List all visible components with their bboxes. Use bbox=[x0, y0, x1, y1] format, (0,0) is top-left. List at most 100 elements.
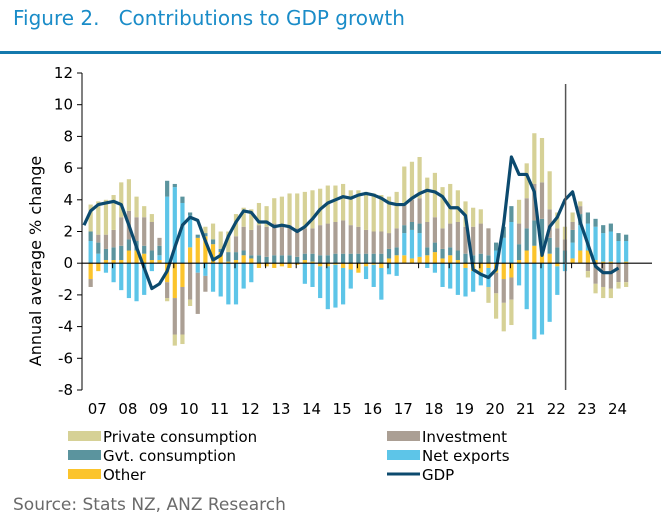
bar-other bbox=[111, 260, 116, 264]
bar-private-consumption bbox=[96, 201, 101, 235]
bar-private-consumption bbox=[264, 206, 269, 227]
bar-other bbox=[417, 256, 422, 264]
bar-net-exports bbox=[448, 263, 453, 289]
bar-net-exports bbox=[249, 263, 254, 283]
bar-investment bbox=[585, 263, 590, 272]
x-tick-label: 20 bbox=[486, 400, 505, 418]
bar-investment bbox=[547, 209, 552, 238]
bar-gvt-consumption bbox=[593, 218, 598, 227]
y-axis-label: Annual average % change bbox=[26, 156, 45, 366]
bar-private-consumption bbox=[547, 171, 552, 210]
x-tick-label: 16 bbox=[363, 400, 382, 418]
bar-private-consumption bbox=[333, 185, 338, 222]
bar-gvt-consumption bbox=[264, 256, 269, 264]
bar-net-exports bbox=[318, 266, 323, 299]
bar-investment bbox=[165, 282, 170, 299]
bar-private-consumption bbox=[348, 190, 353, 226]
bar-other bbox=[272, 263, 277, 268]
legend-label-gvt-consumption: Gvt. consumption bbox=[103, 447, 236, 465]
bar-gvt-consumption bbox=[570, 229, 575, 243]
bar-gvt-consumption bbox=[532, 220, 537, 246]
bar-gvt-consumption bbox=[119, 245, 124, 261]
figure-title: Figure 2. Contributions to GDP growth bbox=[13, 6, 405, 30]
bar-gvt-consumption bbox=[103, 248, 109, 261]
bar-gvt-consumption bbox=[585, 212, 590, 224]
bar-investment bbox=[88, 279, 93, 287]
x-tick-label: 18 bbox=[424, 400, 443, 418]
bar-net-exports bbox=[555, 266, 560, 295]
y-tick-label: 0 bbox=[63, 254, 73, 272]
bar-other bbox=[440, 258, 445, 264]
bar-private-consumption bbox=[371, 193, 376, 232]
bar-gvt-consumption bbox=[363, 253, 369, 264]
bar-investment bbox=[287, 225, 292, 256]
bar-net-exports bbox=[386, 263, 392, 275]
x-tick-label: 21 bbox=[516, 400, 535, 418]
bar-other bbox=[448, 255, 453, 264]
bar-net-exports bbox=[532, 263, 537, 340]
bar-net-exports bbox=[524, 263, 529, 310]
bar-gvt-consumption bbox=[241, 250, 246, 256]
bar-gvt-consumption bbox=[624, 234, 629, 242]
bar-private-consumption bbox=[425, 177, 430, 222]
bar-net-exports bbox=[134, 263, 139, 302]
bar-investment bbox=[256, 225, 262, 256]
bar-investment bbox=[593, 263, 598, 284]
bar-net-exports bbox=[119, 263, 124, 291]
bar-net-exports bbox=[172, 187, 177, 264]
bar-investment bbox=[440, 228, 445, 249]
x-tick-label: 13 bbox=[271, 400, 290, 418]
bar-other bbox=[249, 258, 254, 264]
x-tick-label: 15 bbox=[333, 400, 352, 418]
bar-net-exports bbox=[149, 263, 154, 272]
bar-private-consumption bbox=[585, 271, 590, 278]
bar-net-exports bbox=[432, 263, 437, 273]
bar-private-consumption bbox=[402, 166, 407, 203]
bar-net-exports bbox=[616, 241, 621, 264]
bar-other bbox=[478, 263, 483, 273]
bar-gvt-consumption bbox=[425, 247, 430, 256]
bar-private-consumption bbox=[111, 195, 116, 230]
bar-private-consumption bbox=[165, 298, 170, 302]
bar-net-exports bbox=[425, 263, 430, 268]
bar-net-exports bbox=[157, 255, 162, 261]
bar-investment bbox=[570, 221, 575, 230]
bar-other bbox=[96, 263, 101, 272]
bar-investment bbox=[203, 275, 208, 292]
bar-private-consumption bbox=[287, 193, 292, 226]
bar-gvt-consumption bbox=[325, 255, 330, 264]
y-tick-label: 2 bbox=[63, 223, 73, 241]
x-tick-label: 10 bbox=[180, 400, 199, 418]
bar-private-consumption bbox=[394, 191, 399, 229]
bar-net-exports bbox=[478, 272, 483, 286]
bar-other bbox=[341, 263, 346, 268]
bar-net-exports bbox=[302, 263, 307, 284]
bar-investment bbox=[471, 226, 476, 256]
bar-net-exports bbox=[601, 233, 606, 262]
bar-investment bbox=[302, 228, 307, 254]
y-tick-label: -8 bbox=[58, 381, 73, 399]
bar-other bbox=[356, 263, 361, 273]
bar-private-consumption bbox=[302, 191, 307, 229]
bar-gvt-consumption bbox=[210, 239, 216, 245]
bar-investment bbox=[494, 272, 499, 294]
bar-private-consumption bbox=[363, 191, 369, 230]
bar-private-consumption bbox=[310, 190, 315, 229]
bar-investment bbox=[524, 198, 529, 229]
bar-net-exports bbox=[226, 263, 231, 305]
bar-investment bbox=[608, 263, 613, 289]
bar-investment bbox=[455, 221, 460, 251]
x-tick-label: 23 bbox=[577, 400, 596, 418]
bar-net-exports bbox=[570, 242, 575, 259]
x-tick-label: 07 bbox=[88, 400, 107, 418]
bar-other bbox=[142, 253, 147, 264]
gdp-line bbox=[82, 155, 620, 291]
bar-private-consumption bbox=[432, 172, 437, 218]
bar-net-exports bbox=[417, 233, 422, 257]
bar-net-exports bbox=[348, 269, 353, 289]
bar-investment bbox=[578, 206, 583, 215]
bar-other bbox=[547, 253, 552, 264]
bar-private-consumption bbox=[272, 198, 277, 224]
bar-private-consumption bbox=[539, 137, 545, 183]
